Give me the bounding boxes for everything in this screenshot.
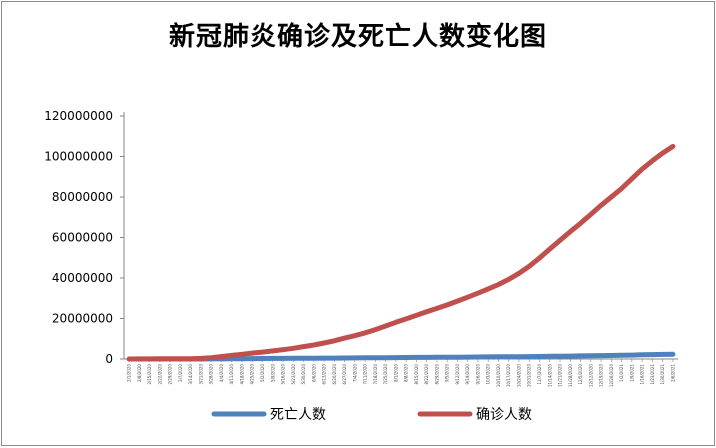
x-tick-label: 9/5/2020 xyxy=(445,364,450,382)
y-tick-label: 100000000 xyxy=(44,150,113,164)
y-tick-label: 40000000 xyxy=(52,271,113,285)
x-tick-label: 11/28/2020 xyxy=(568,364,573,388)
series-line-confirmed xyxy=(126,143,676,362)
y-tick-label: 20000000 xyxy=(52,312,113,326)
x-tick-label: 4/11/2020 xyxy=(229,364,234,385)
x-tick-label: 7/4/2020 xyxy=(352,364,357,382)
x-tick-label: 8/1/2020 xyxy=(393,364,398,382)
x-tick-label: 7/25/2020 xyxy=(383,364,388,385)
x-tick-label: 9/26/2020 xyxy=(475,364,480,385)
x-tick-label: 8/8/2020 xyxy=(404,364,409,382)
x-tick-label: 6/20/2020 xyxy=(332,364,337,385)
x-tick-label: 11/7/2020 xyxy=(537,364,542,385)
legend-label: 确诊人数 xyxy=(476,407,532,423)
x-tick-label: 8/15/2020 xyxy=(414,364,419,385)
x-tick-label: 10/3/2020 xyxy=(486,364,491,385)
series-lines xyxy=(126,143,676,362)
x-tick-label: 12/5/2020 xyxy=(578,364,583,385)
x-tick-label: 5/30/2020 xyxy=(301,364,306,385)
x-tick-label: 12/19/2020 xyxy=(599,364,604,388)
chart-title: 新冠肺炎确诊及死亡人数变化图 xyxy=(168,22,547,52)
x-tick-label: 4/18/2020 xyxy=(239,364,244,385)
y-tick-label: 0 xyxy=(105,352,113,366)
x-tick-label: 9/12/2020 xyxy=(455,364,460,385)
x-tick-label: 1/16/2021 xyxy=(640,364,645,385)
x-tick-label: 12/26/2020 xyxy=(609,364,614,388)
x-tick-label: 5/2/2020 xyxy=(260,364,265,382)
x-tick-label: 8/22/2020 xyxy=(424,364,429,385)
x-tick-label: 7/18/2020 xyxy=(373,364,378,385)
x-tick-label: 3/21/2020 xyxy=(198,364,203,385)
x-tick-label: 2/6/2021 xyxy=(670,364,675,382)
x-tick-label: 5/16/2020 xyxy=(281,364,286,385)
x-tick-label: 4/4/2020 xyxy=(219,364,224,382)
x-tick-label: 4/25/2020 xyxy=(250,364,255,385)
x-tick-label: 11/21/2020 xyxy=(558,364,563,388)
x-tick-label: 6/6/2020 xyxy=(311,364,316,382)
x-tick-label: 10/31/2020 xyxy=(527,364,532,388)
x-tick-label: 8/29/2020 xyxy=(434,364,439,385)
x-tick-label: 2/29/2020 xyxy=(168,364,173,385)
x-tick-label: 1/30/2021 xyxy=(660,364,665,385)
y-tick-label: 80000000 xyxy=(52,190,113,204)
x-tick-label: 6/27/2020 xyxy=(342,364,347,385)
x-tick-label: 9/19/2020 xyxy=(465,364,470,385)
x-tick-label: 3/14/2020 xyxy=(188,364,193,385)
x-tick-label: 6/13/2020 xyxy=(322,364,327,385)
x-tick-label: 1/23/2021 xyxy=(650,364,655,385)
x-tick-label: 10/17/2020 xyxy=(506,364,511,388)
axes: 0 20000000 40000000 60000000 80000000 1000000… xyxy=(44,109,678,387)
x-tick-label: 10/24/2020 xyxy=(516,364,521,388)
legend-label: 死亡人数 xyxy=(270,407,326,423)
x-tick-label: 7/11/2020 xyxy=(363,364,368,385)
x-tick-label: 2/1/2020 xyxy=(127,364,132,382)
x-tick-label: 2/15/2020 xyxy=(147,364,152,385)
x-tick-label: 5/23/2020 xyxy=(291,364,296,385)
x-tick-label: 12/12/2020 xyxy=(588,364,593,388)
x-tick-label: 1/2/2021 xyxy=(619,364,624,382)
y-tick-label: 120000000 xyxy=(44,109,113,123)
x-tick-label: 3/28/2020 xyxy=(209,364,214,385)
x-tick-label: 3/7/2020 xyxy=(178,364,183,382)
x-tick-label: 2/22/2020 xyxy=(157,364,162,385)
x-tick-label: 1/9/2021 xyxy=(629,364,634,382)
x-tick-label: 5/9/2020 xyxy=(270,364,275,382)
x-tick-label: 10/10/2020 xyxy=(496,364,501,388)
x-tick-label: 2/8/2020 xyxy=(137,364,142,382)
x-tick-label: 11/14/2020 xyxy=(547,364,552,388)
y-tick-label: 60000000 xyxy=(52,231,113,245)
legend: 死亡人数 确诊人数 xyxy=(211,407,532,423)
